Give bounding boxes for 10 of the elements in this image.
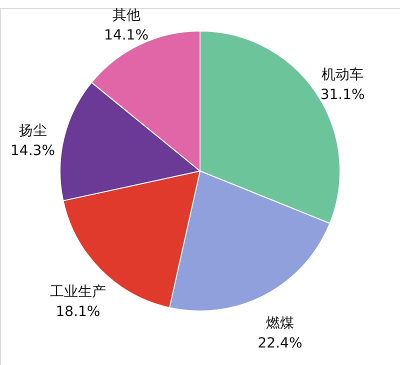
slice-label: 工业生产 <box>50 284 106 300</box>
data-label: 22.4% <box>258 335 302 352</box>
slice-label: 燃煤 <box>266 315 294 332</box>
data-label: 31.1% <box>320 86 365 103</box>
slice-label: 其他 <box>112 8 140 24</box>
data-label: 14.1% <box>104 28 149 44</box>
data-label: 18.1% <box>56 304 100 320</box>
data-label: 14.3% <box>10 142 55 159</box>
slice-label: 扬尘 <box>18 122 47 139</box>
slice-label: 机动车 <box>322 66 364 83</box>
